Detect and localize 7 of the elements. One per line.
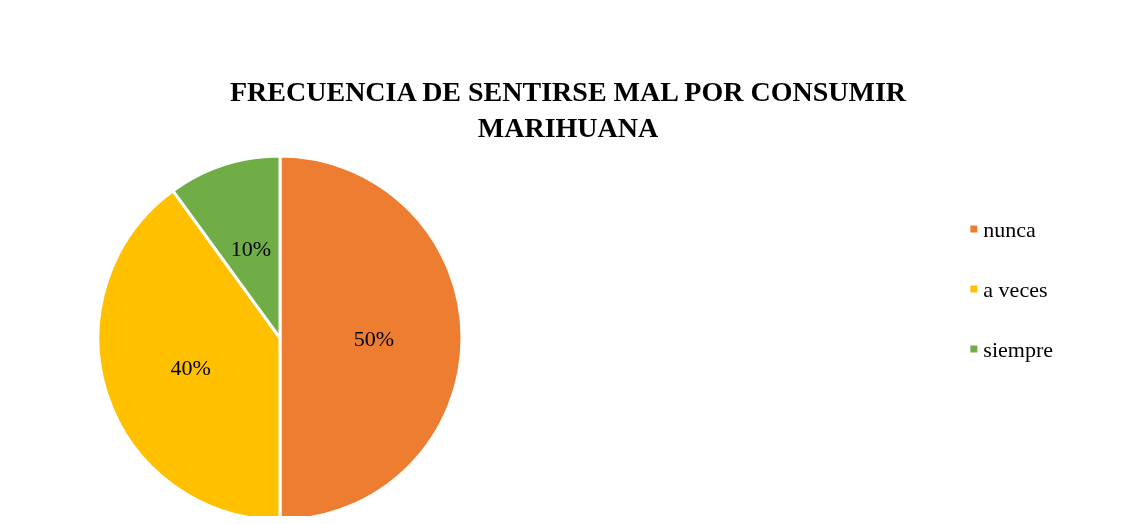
legend-label: a veces: [983, 276, 1048, 302]
data-label: 40%: [170, 354, 211, 380]
data-label: 50%: [353, 325, 395, 351]
legend-label: siempre: [983, 336, 1054, 362]
data-label: 10%: [230, 236, 272, 262]
legend-label: nunca: [983, 216, 1037, 242]
chart-title: FRECUENCIA DE SENTIRSE MAL POR CONSUMIR MARIHUANA: [230, 75, 907, 143]
